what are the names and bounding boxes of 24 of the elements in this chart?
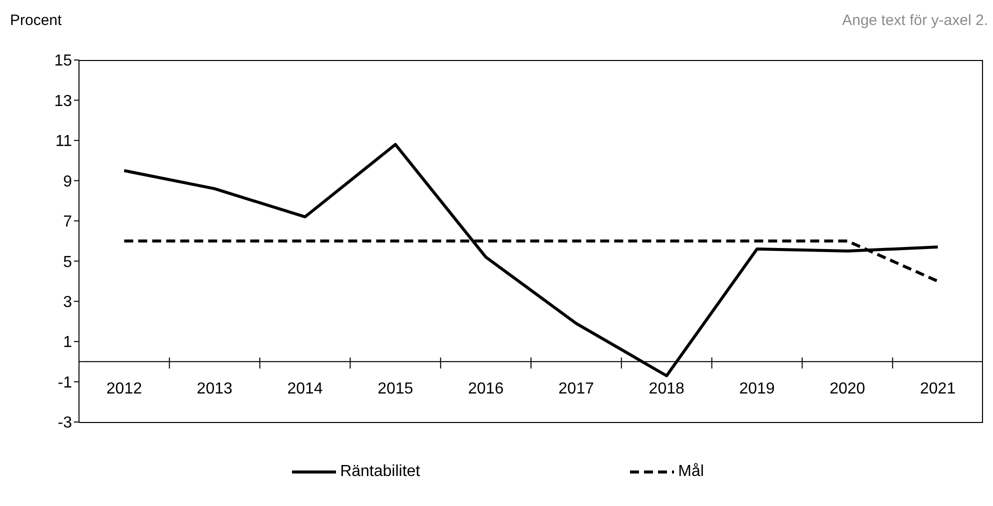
x-tick-label: 2020 bbox=[830, 380, 866, 398]
x-tick-label: 2013 bbox=[196, 380, 232, 398]
y-tick-label: -3 bbox=[58, 414, 72, 432]
y-tick-label: 3 bbox=[63, 294, 72, 312]
x-tick-label: 2017 bbox=[558, 380, 594, 398]
y-tick-label: 9 bbox=[63, 173, 72, 190]
y-tick-label: 11 bbox=[55, 133, 72, 150]
y-axis-title: Procent bbox=[10, 12, 62, 29]
y-tick-label: 13 bbox=[54, 92, 72, 110]
x-tick-label: 2019 bbox=[739, 380, 775, 398]
y-tick-label: 5 bbox=[63, 254, 72, 271]
x-tick-label: 2012 bbox=[106, 380, 142, 398]
y-tick-label: 7 bbox=[63, 214, 72, 231]
y-tick-label: 1 bbox=[63, 334, 72, 352]
y-tick-label: 15 bbox=[54, 52, 72, 70]
x-tick-label: 2021 bbox=[920, 380, 956, 398]
x-tick-label: 2016 bbox=[468, 380, 504, 398]
x-tick-label: 2018 bbox=[648, 380, 684, 398]
legend-label: Mål bbox=[678, 463, 704, 481]
x-tick-label: 2015 bbox=[378, 380, 414, 398]
y2-axis-title: Ange text för y-axel 2. bbox=[842, 12, 988, 29]
y-tick-label: -1 bbox=[58, 374, 72, 392]
x-tick-label: 2014 bbox=[287, 380, 323, 398]
legend-label: Räntabilitet bbox=[340, 463, 420, 481]
